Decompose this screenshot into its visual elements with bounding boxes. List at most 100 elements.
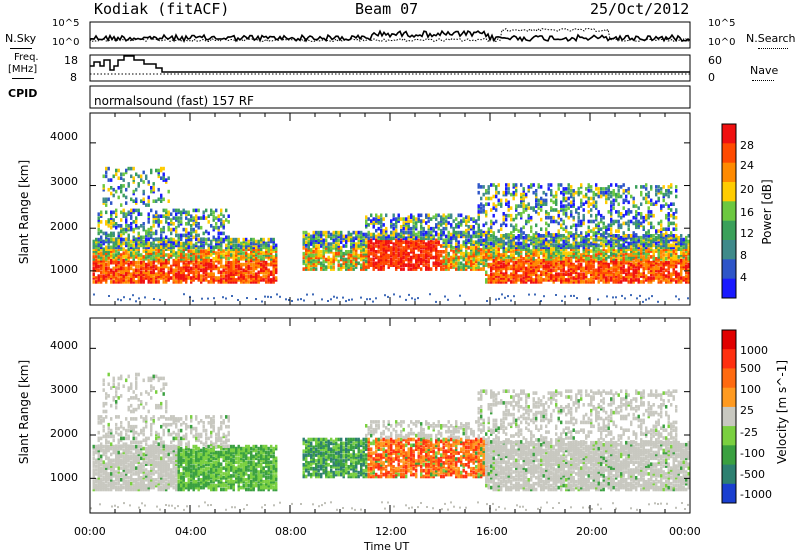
power-cell (525, 243, 528, 248)
power-cell (390, 223, 393, 227)
power-cell (650, 264, 653, 269)
power-cell (312, 244, 315, 248)
power-cell (350, 267, 353, 271)
power-cell (370, 240, 373, 244)
power-cell (260, 262, 263, 267)
power-cell (617, 262, 620, 267)
power-cell (380, 217, 383, 221)
power-cell (202, 216, 205, 220)
power-cell (185, 210, 188, 215)
power-cell (145, 266, 148, 271)
power-cell (532, 190, 535, 195)
power-cell (445, 263, 448, 267)
power-cell (452, 250, 455, 254)
power-cell (422, 255, 425, 260)
power-cell (115, 268, 118, 273)
power-cell (655, 272, 658, 276)
power-cell (395, 248, 398, 252)
power-cell (432, 244, 435, 248)
power-cell (207, 251, 210, 255)
power-cell (517, 274, 520, 278)
power-cell (137, 212, 140, 216)
power-cell (647, 280, 650, 284)
power-cell (217, 245, 220, 250)
power-cell (560, 204, 563, 208)
power-cell (670, 247, 673, 251)
power-cell (105, 272, 108, 276)
power-cell (175, 239, 178, 244)
power-cell (495, 190, 498, 195)
power-cell (132, 220, 135, 224)
power-cell (235, 239, 238, 244)
power-cell (197, 266, 200, 271)
power-cell (367, 244, 370, 248)
power-cell (560, 200, 563, 205)
power-cell (217, 266, 220, 271)
power-cell (162, 229, 165, 234)
power-cell (555, 262, 558, 267)
power-cell (625, 234, 628, 238)
power-cell (102, 264, 105, 269)
power-cell (337, 246, 340, 250)
power-cell (170, 249, 173, 253)
power-cell (235, 258, 238, 263)
power-cell (170, 251, 173, 255)
power-cell (615, 260, 618, 265)
power-cell (425, 246, 428, 250)
power-cell (162, 237, 165, 241)
power-cell (512, 262, 515, 267)
power-cell (135, 251, 138, 255)
power-cell (105, 262, 108, 267)
power-cell (435, 265, 438, 269)
power-cell (427, 213, 430, 218)
power-cell (522, 235, 525, 240)
power-cell (275, 247, 278, 251)
power-cell (405, 257, 408, 262)
power-cell (565, 262, 568, 267)
power-cell (515, 206, 518, 210)
power-cell (240, 264, 243, 269)
power-cell (355, 232, 358, 237)
power-cell (492, 280, 495, 284)
power-cell (567, 237, 570, 242)
power-cell (505, 187, 508, 191)
power-cell (397, 236, 400, 241)
power-cell (122, 278, 125, 282)
power-cell (387, 259, 390, 264)
power-cell (225, 235, 228, 240)
power-cell (107, 249, 110, 253)
power-cell (165, 243, 168, 248)
power-cell (562, 251, 565, 255)
power-cell (477, 223, 480, 228)
power-cell (197, 272, 200, 276)
power-cell (92, 268, 95, 273)
power-cell (382, 265, 385, 269)
power-cell (617, 235, 620, 240)
power-cell (327, 261, 330, 266)
power-cell (315, 230, 318, 235)
power-cell (272, 239, 275, 244)
power-cell (122, 268, 125, 273)
power-cell (222, 253, 225, 257)
power-cell (610, 208, 613, 212)
power-cell (105, 220, 108, 224)
power-cell (387, 240, 390, 244)
power-cell (657, 247, 660, 251)
power-cell (527, 258, 530, 263)
power-cell (112, 260, 115, 265)
power-cell (110, 280, 113, 284)
power-cell (302, 255, 305, 260)
power-cell (390, 250, 393, 254)
power-cell (542, 245, 545, 250)
power-cell (100, 270, 103, 275)
power-cell (537, 264, 540, 269)
power-cell (132, 262, 135, 267)
power-cell (340, 248, 343, 252)
power-cell (650, 245, 653, 250)
power-cell (232, 249, 235, 253)
power-cell (650, 272, 653, 276)
power-cell (615, 258, 618, 263)
power-cell (505, 233, 508, 237)
power-cell (372, 242, 375, 246)
power-cell (182, 257, 185, 261)
